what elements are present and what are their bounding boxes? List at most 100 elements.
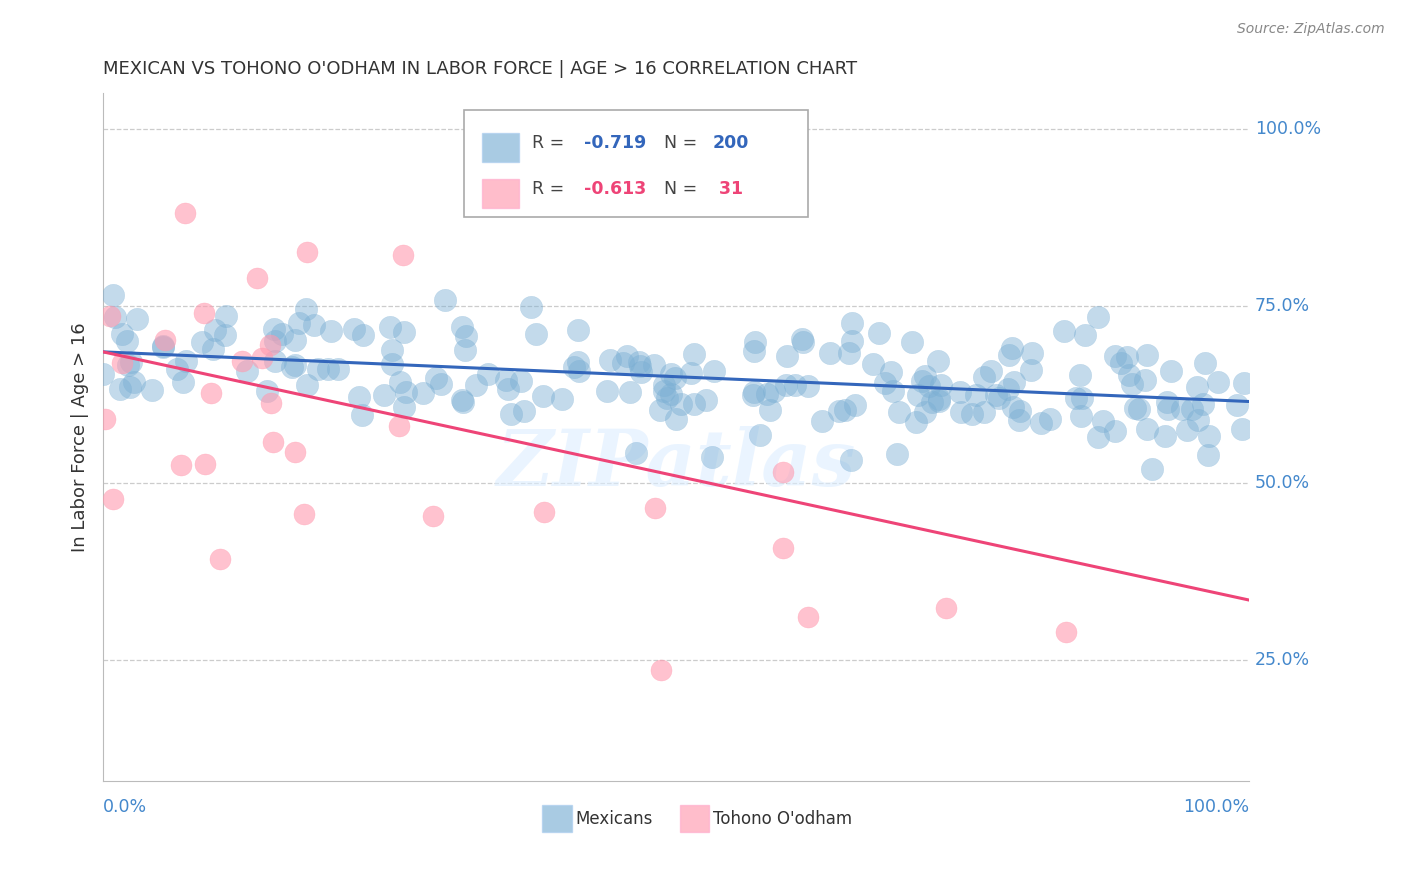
FancyBboxPatch shape: [464, 111, 808, 217]
Text: 25.0%: 25.0%: [1256, 651, 1310, 669]
Point: [141, 383, 163, 397]
Point: [1070, 409, 1092, 423]
Point: [792, 334, 814, 349]
Point: [664, 370, 686, 384]
Point: [828, 404, 851, 418]
Point: [986, 387, 1008, 401]
Point: [263, 354, 285, 368]
Point: [652, 384, 675, 398]
Point: [111, 356, 134, 370]
Point: [1002, 401, 1025, 415]
Point: [628, 359, 651, 373]
Text: MEXICAN VS TOHONO O'ODHAM IN LABOR FORCE | AGE > 16 CORRELATION CHART: MEXICAN VS TOHONO O'ODHAM IN LABOR FORCE…: [103, 60, 858, 78]
Point: [392, 400, 415, 414]
Point: [683, 346, 706, 360]
Point: [93, 412, 115, 426]
Point: [1010, 403, 1032, 417]
Point: [669, 396, 692, 410]
Text: 31: 31: [713, 180, 742, 198]
Point: [1208, 375, 1230, 389]
Text: 75.0%: 75.0%: [1256, 297, 1310, 315]
Point: [1187, 413, 1209, 427]
Point: [1104, 349, 1126, 363]
Point: [962, 407, 984, 421]
Point: [742, 385, 765, 400]
Point: [259, 338, 281, 352]
Point: [1136, 347, 1159, 361]
Point: [1226, 398, 1249, 412]
Point: [1136, 422, 1159, 436]
Point: [838, 346, 860, 360]
Point: [775, 378, 797, 392]
Point: [1074, 327, 1097, 342]
Point: [284, 445, 307, 459]
Point: [513, 404, 536, 418]
Point: [810, 413, 832, 427]
Point: [655, 391, 678, 405]
Point: [875, 376, 897, 391]
Point: [965, 388, 987, 402]
Point: [117, 358, 139, 372]
Point: [1053, 324, 1076, 338]
Point: [388, 419, 411, 434]
Point: [381, 357, 404, 371]
Point: [352, 328, 374, 343]
Point: [378, 319, 401, 334]
Point: [818, 346, 841, 360]
Point: [880, 365, 903, 379]
Point: [231, 354, 253, 368]
Point: [702, 450, 724, 464]
Point: [887, 405, 910, 419]
Point: [868, 326, 890, 341]
Point: [1198, 448, 1220, 462]
Point: [927, 354, 949, 368]
Point: [624, 446, 647, 460]
Text: 0.0%: 0.0%: [103, 798, 148, 816]
Point: [425, 370, 447, 384]
Point: [998, 348, 1021, 362]
Point: [644, 500, 666, 515]
Point: [659, 367, 682, 381]
Point: [914, 369, 936, 384]
Point: [1019, 363, 1042, 377]
Point: [1064, 391, 1087, 405]
Point: [509, 375, 531, 389]
Point: [202, 342, 225, 356]
Point: [412, 386, 434, 401]
Point: [295, 378, 318, 392]
Point: [1104, 424, 1126, 438]
Point: [921, 394, 943, 409]
Text: -0.719: -0.719: [585, 135, 647, 153]
Point: [841, 316, 863, 330]
Point: [326, 362, 349, 376]
Point: [1233, 376, 1256, 390]
Point: [1171, 402, 1194, 417]
Point: [567, 323, 589, 337]
Text: 200: 200: [713, 135, 749, 153]
Point: [122, 376, 145, 390]
Point: [392, 325, 415, 339]
Point: [1198, 429, 1220, 443]
Point: [1001, 342, 1024, 356]
Point: [785, 378, 807, 392]
Point: [250, 351, 273, 365]
Point: [630, 365, 652, 379]
Point: [153, 333, 176, 347]
Point: [302, 318, 325, 332]
Point: [1156, 395, 1178, 409]
Y-axis label: In Labor Force | Age > 16: In Labor Force | Age > 16: [72, 322, 89, 552]
Text: 100.0%: 100.0%: [1256, 120, 1322, 137]
Point: [191, 335, 214, 350]
Point: [1008, 413, 1031, 427]
Point: [988, 391, 1011, 405]
Text: -0.613: -0.613: [585, 180, 647, 198]
Point: [681, 366, 703, 380]
Text: 100.0%: 100.0%: [1182, 798, 1249, 816]
Point: [174, 354, 197, 368]
Point: [907, 388, 929, 402]
Point: [928, 394, 950, 409]
Point: [1029, 416, 1052, 430]
Point: [596, 384, 619, 398]
Point: [931, 378, 953, 392]
Point: [648, 403, 671, 417]
